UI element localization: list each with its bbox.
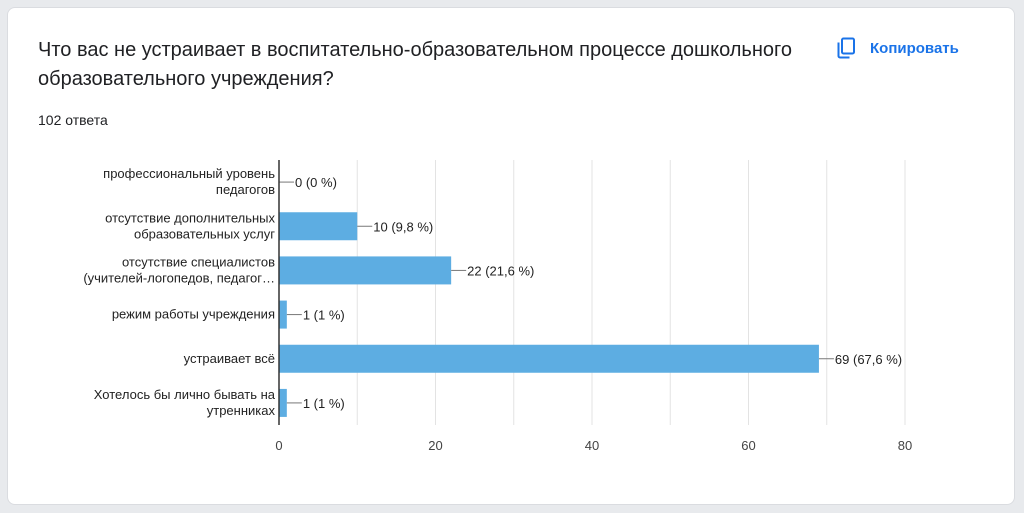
category-label: отсутствие специалистов (учителей-логопед… — [83, 254, 275, 285]
bar — [279, 388, 287, 417]
category-label: профессиональный уровень педагогов — [103, 166, 275, 197]
question-card: Что вас не устраивает в воспитательно-об… — [7, 7, 1015, 505]
bar — [279, 212, 358, 241]
bar — [279, 344, 819, 373]
data-label: 10 (9,8 %) — [373, 219, 433, 234]
x-tick-label: 40 — [585, 438, 599, 453]
category-label: режим работы учреждения — [112, 307, 275, 322]
category-label: устраивает всё — [184, 351, 275, 366]
x-tick-label: 80 — [898, 438, 912, 453]
x-tick-label: 0 — [275, 438, 282, 453]
bar — [279, 300, 287, 329]
response-count: 102 ответа — [38, 112, 108, 128]
data-label: 1 (1 %) — [303, 308, 345, 323]
data-label: 1 (1 %) — [303, 396, 345, 411]
data-label: 0 (0 %) — [295, 175, 337, 190]
copy-button[interactable]: Копировать — [826, 30, 971, 66]
data-label: 69 (67,6 %) — [835, 352, 902, 367]
data-label: 22 (21,6 %) — [467, 263, 534, 278]
bar — [279, 256, 452, 285]
question-title: Что вас не устраивает в воспитательно-об… — [38, 39, 792, 90]
category-label: Хотелось бы лично бывать на утренниках — [94, 387, 276, 418]
copy-icon — [834, 36, 858, 60]
category-label: отсутствие дополнительных образовательных… — [105, 210, 275, 241]
x-tick-label: 20 — [428, 438, 442, 453]
copy-button-label: Копировать — [870, 39, 959, 57]
x-tick-label: 60 — [741, 438, 755, 453]
